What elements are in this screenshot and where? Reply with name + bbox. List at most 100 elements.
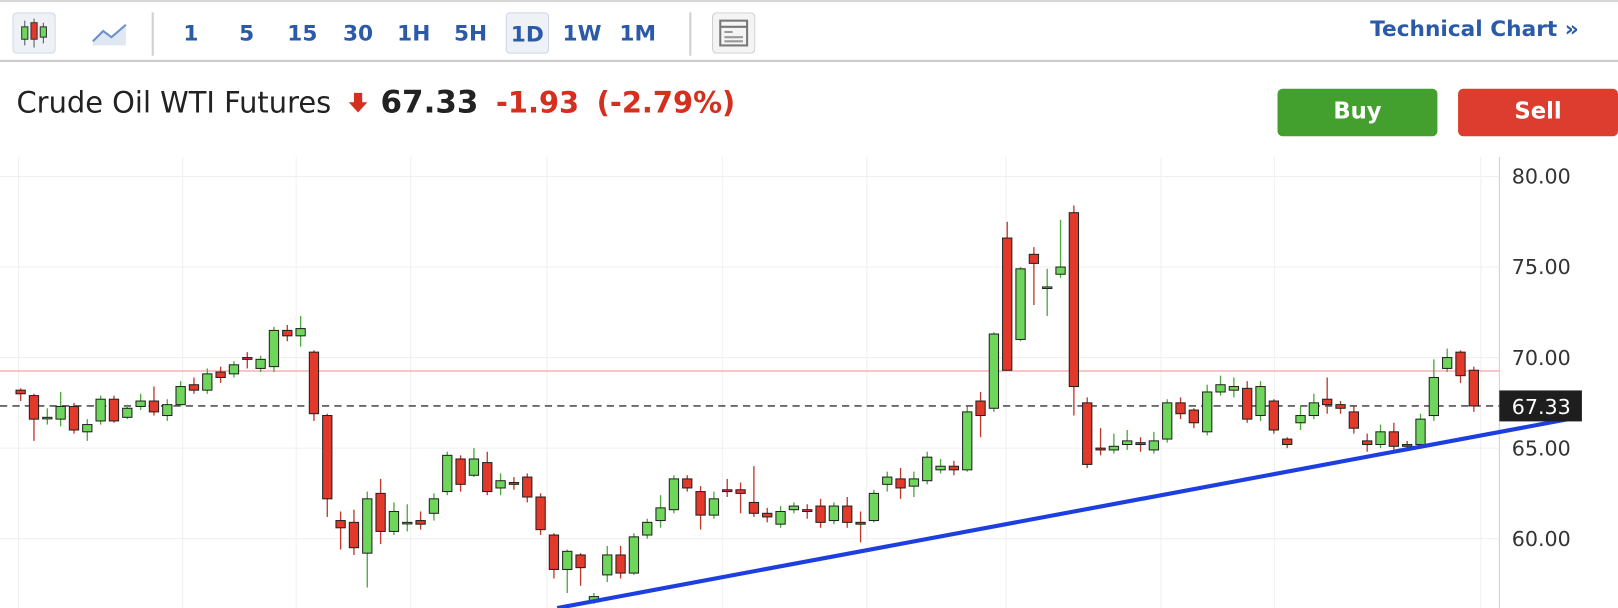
- candle: [495, 473, 506, 496]
- candle-body: [122, 407, 133, 418]
- interval-button[interactable]: 1: [183, 20, 199, 46]
- candle-body: [15, 389, 26, 395]
- candle-body: [442, 454, 453, 493]
- candle: [802, 504, 813, 519]
- candle: [255, 355, 266, 373]
- candle-body: [1228, 386, 1240, 391]
- candle: [908, 471, 920, 498]
- candle: [1282, 437, 1293, 449]
- candle-body: [468, 458, 480, 476]
- candle-body: [428, 498, 440, 514]
- candle: [628, 533, 640, 575]
- candle: [855, 511, 866, 543]
- candle-body: [615, 554, 626, 574]
- candle-body: [228, 364, 240, 375]
- candle-body: [642, 521, 653, 536]
- candle-body: [1402, 443, 1413, 447]
- candle: [1015, 267, 1026, 342]
- candle: [535, 493, 546, 536]
- candle-body: [1442, 357, 1453, 369]
- trendline: [556, 417, 1569, 608]
- candle: [282, 324, 293, 342]
- candle-body: [1202, 391, 1213, 433]
- interval-button[interactable]: 1W: [562, 20, 602, 46]
- candle: [308, 350, 320, 421]
- candle: [28, 393, 40, 441]
- y-tick-label: 65.00: [1512, 436, 1571, 460]
- candle: [1362, 433, 1373, 452]
- candle: [15, 388, 26, 402]
- candle: [775, 506, 786, 528]
- toolbar: 1 5 15 30 1H 5H 1D 1W 1M Technical Chart »: [0, 0, 1618, 62]
- sell-button[interactable]: Sell: [1458, 88, 1618, 137]
- plot-area: 60.00 65.00 70.00 75.00 80.00: [0, 165, 1571, 604]
- candle-body: [802, 509, 813, 513]
- candle: [548, 533, 560, 579]
- candle-body: [95, 398, 106, 422]
- interval-button[interactable]: 1H: [397, 20, 431, 46]
- separator: [689, 12, 692, 56]
- candle: [1255, 381, 1266, 421]
- candle: [122, 404, 133, 420]
- interval-button[interactable]: 5H: [453, 20, 488, 46]
- candle-body: [575, 554, 586, 569]
- candle-body: [135, 400, 146, 407]
- candle-body: [1322, 398, 1333, 406]
- candle: [762, 507, 773, 523]
- candle: [1308, 393, 1320, 420]
- layout-icon[interactable]: [712, 12, 756, 54]
- candle: [162, 399, 173, 421]
- interval-button[interactable]: 30: [342, 20, 374, 46]
- candle: [1082, 397, 1093, 469]
- candle-body: [935, 465, 946, 471]
- candle-body: [1042, 286, 1053, 290]
- candle-body: [495, 480, 506, 489]
- candle-body: [508, 482, 520, 485]
- candle-body: [482, 462, 493, 493]
- candle-body: [1095, 447, 1106, 451]
- interval-button[interactable]: 5: [239, 20, 255, 46]
- candle-body: [1415, 418, 1426, 446]
- candle: [562, 549, 573, 593]
- y-tick-label: 80.00: [1512, 165, 1571, 189]
- candle-body: [455, 458, 466, 485]
- candle: [68, 402, 80, 434]
- candle: [428, 493, 440, 521]
- candle-body: [628, 536, 640, 574]
- candle-body: [1108, 445, 1120, 451]
- candle: [748, 466, 760, 517]
- candle: [1442, 348, 1453, 373]
- candle-body: [1255, 386, 1266, 417]
- last-price-badge: [1499, 390, 1582, 422]
- candle: [1175, 397, 1186, 420]
- candle-body: [1002, 237, 1013, 371]
- candle-body: [1268, 400, 1280, 431]
- candle: [695, 486, 706, 530]
- candle-body: [1148, 440, 1160, 451]
- candle: [788, 502, 800, 514]
- candle-body: [1282, 438, 1293, 446]
- chart: 60.00 65.00 70.00 75.00 80.00 67.33: [0, 156, 1582, 608]
- candle: [708, 491, 720, 519]
- candle: [1028, 247, 1040, 306]
- area-icon[interactable]: [91, 14, 130, 49]
- candle: [1228, 377, 1240, 398]
- candle-body: [1362, 440, 1373, 446]
- candle: [1468, 366, 1480, 412]
- candle: [362, 491, 373, 588]
- interval-button[interactable]: 1D: [505, 12, 549, 54]
- candle-body: [322, 415, 333, 500]
- interval-button[interactable]: 1M: [619, 20, 657, 46]
- y-tick-label: 60.00: [1512, 527, 1571, 551]
- candle-icon[interactable]: [12, 12, 56, 54]
- candle-body: [842, 505, 853, 523]
- candle-body: [962, 411, 973, 471]
- interval-button[interactable]: 15: [287, 20, 318, 46]
- buy-button[interactable]: Buy: [1277, 88, 1438, 137]
- candle: [1108, 433, 1120, 454]
- candle-body: [535, 496, 546, 531]
- candle-body: [1082, 402, 1093, 465]
- candle-body: [1308, 402, 1320, 417]
- technical-chart-link[interactable]: Technical Chart »: [1370, 16, 1579, 42]
